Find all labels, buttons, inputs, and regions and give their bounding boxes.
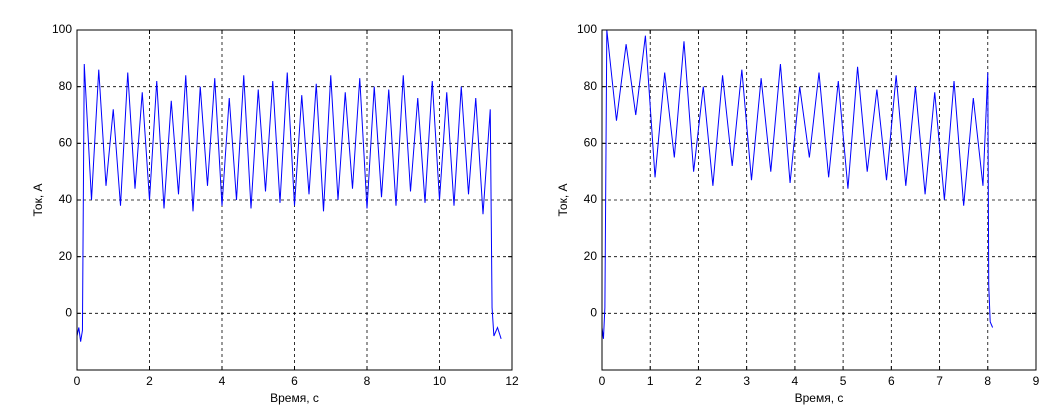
x-axis-label: Время, с	[795, 391, 844, 405]
x-tick-label: 2	[695, 374, 702, 388]
x-tick-label: 3	[743, 374, 750, 388]
y-tick-label: 100	[577, 22, 597, 36]
y-tick-label: 60	[584, 136, 598, 150]
y-tick-label: 20	[584, 249, 598, 263]
x-tick-label: 1	[647, 374, 654, 388]
y-tick-label: 0	[65, 306, 72, 320]
y-tick-label: 100	[52, 22, 72, 36]
y-tick-label: 20	[59, 249, 73, 263]
x-tick-label: 7	[936, 374, 943, 388]
y-tick-label: 60	[59, 136, 73, 150]
x-tick-label: 10	[433, 374, 447, 388]
x-tick-label: 4	[219, 374, 226, 388]
x-tick-label: 2	[146, 374, 153, 388]
x-tick-label: 12	[505, 374, 519, 388]
x-tick-label: 6	[291, 374, 298, 388]
y-axis-label: Ток, А	[31, 184, 45, 217]
x-tick-label: 6	[888, 374, 895, 388]
y-tick-label: 0	[590, 306, 597, 320]
y-tick-label: 40	[59, 192, 73, 206]
signal-line	[601, 29, 994, 339]
y-tick-label: 80	[584, 79, 598, 93]
x-tick-label: 0	[74, 374, 81, 388]
y-tick-label: 80	[59, 79, 73, 93]
x-tick-label: 9	[1033, 374, 1040, 388]
x-tick-label: 0	[599, 374, 606, 388]
y-axis-label: Ток, А	[556, 184, 570, 217]
plot-frame	[76, 29, 513, 371]
y-tick-label: 40	[584, 192, 598, 206]
x-tick-label: 5	[840, 374, 847, 388]
x-tick-label: 8	[364, 374, 371, 388]
x-tick-label: 4	[792, 374, 799, 388]
x-tick-label: 8	[984, 374, 991, 388]
signal-line	[76, 63, 502, 342]
plot-frame	[601, 29, 1037, 371]
x-axis-label: Время, с	[270, 391, 319, 405]
